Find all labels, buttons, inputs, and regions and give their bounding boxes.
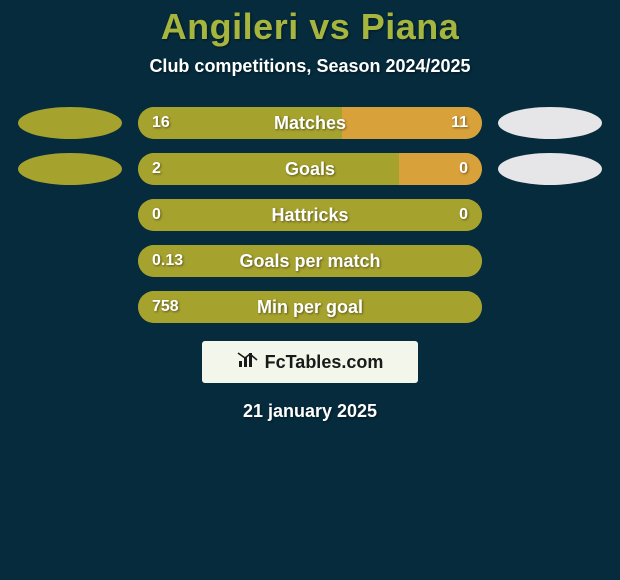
stat-row: Goals per match0.13 — [0, 245, 620, 277]
player-left-oval — [18, 153, 122, 185]
comparison-infographic: Angileri vs Piana Club competitions, Sea… — [0, 0, 620, 580]
stat-row: Min per goal758 — [0, 291, 620, 323]
stat-bar-left-fill — [138, 199, 482, 231]
bar-chart-icon — [237, 351, 259, 374]
stat-bar: Goals20 — [138, 153, 482, 185]
stat-bar-left-fill — [138, 107, 342, 139]
page-title: Angileri vs Piana — [0, 6, 620, 48]
source-logo: FcTables.com — [202, 341, 418, 383]
source-logo-text: FcTables.com — [265, 352, 384, 373]
stats-list: Matches1611 Goals20 Hattricks00 Goals per m… — [0, 107, 620, 323]
stat-bar-right-fill — [399, 153, 482, 185]
stat-bar-left-fill — [138, 245, 482, 277]
stat-row: Goals20 — [0, 153, 620, 185]
stat-bar-right-fill — [342, 107, 482, 139]
stat-bar: Goals per match0.13 — [138, 245, 482, 277]
page-subtitle: Club competitions, Season 2024/2025 — [0, 56, 620, 77]
player-right-oval — [498, 153, 602, 185]
stat-bar-left-fill — [138, 153, 399, 185]
stat-bar: Matches1611 — [138, 107, 482, 139]
stat-bar-left-fill — [138, 291, 482, 323]
stat-bar: Min per goal758 — [138, 291, 482, 323]
source-logo-inner: FcTables.com — [237, 351, 384, 374]
player-left-oval — [18, 107, 122, 139]
stat-row: Hattricks00 — [0, 199, 620, 231]
date-text: 21 january 2025 — [0, 401, 620, 422]
stat-row: Matches1611 — [0, 107, 620, 139]
player-right-oval — [498, 107, 602, 139]
stat-bar: Hattricks00 — [138, 199, 482, 231]
